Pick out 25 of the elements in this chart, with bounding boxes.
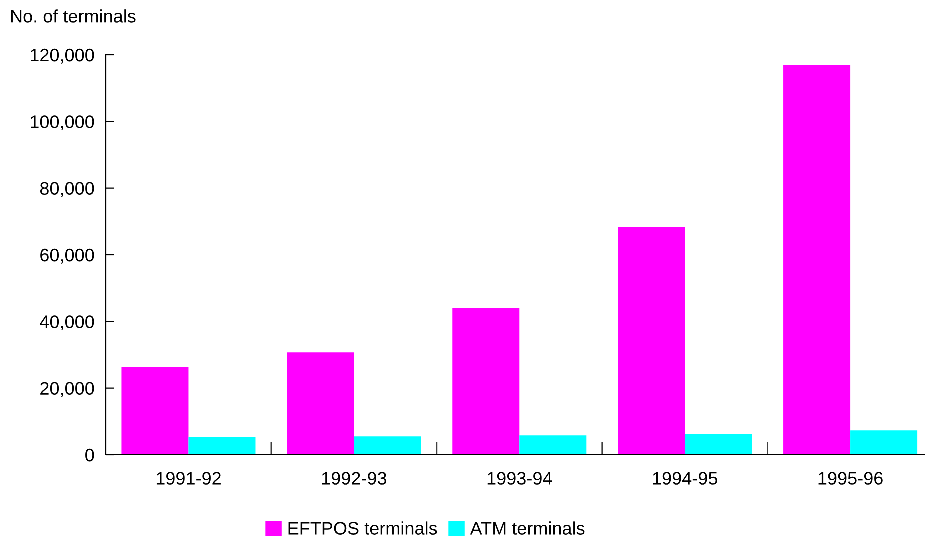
bar: [287, 352, 354, 455]
x-tick-label: 1995-96: [818, 472, 883, 485]
legend-label: ATM terminals: [470, 522, 585, 535]
y-tick-label: 60,000: [40, 248, 94, 264]
bar: [618, 227, 686, 455]
y-tick-label: 120,000: [31, 48, 94, 64]
bar: [188, 437, 256, 455]
bar: [850, 430, 918, 455]
x-tick-label: 1991-92: [156, 472, 221, 485]
bar: [452, 308, 520, 455]
bar: [354, 436, 422, 455]
x-tick-label: 1994-95: [653, 472, 718, 485]
y-tick-label: 40,000: [40, 316, 94, 331]
bar: [520, 436, 587, 455]
y-tick-label: 100,000: [31, 116, 94, 131]
x-tick-label: 1992-93: [322, 472, 387, 485]
bar: [122, 367, 189, 455]
legend-label: EFTPOS terminals: [288, 522, 438, 535]
y-axis-title: No. of terminals: [11, 10, 136, 23]
y-tick-label: 80,000: [40, 182, 94, 198]
y-tick-label: 0: [86, 448, 94, 462]
y-tick-label: 20,000: [40, 382, 94, 398]
x-tick-label: 1993-94: [488, 472, 552, 485]
bar: [685, 434, 752, 455]
bar: [784, 65, 851, 455]
